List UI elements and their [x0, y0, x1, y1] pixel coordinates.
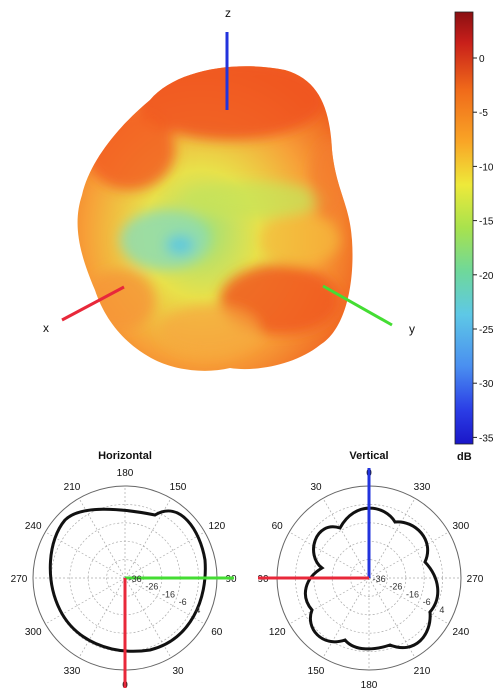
polar-ring-label: -16: [406, 589, 419, 599]
colorbar-tick-label: -15: [479, 217, 494, 228]
3d-pattern: z x y: [43, 6, 415, 371]
polar-spoke: [124, 531, 205, 579]
polar-spoke: [289, 577, 370, 625]
vertical-ring-labels: -36-26 -16 -6 4: [373, 574, 445, 615]
polar-spoke: [45, 577, 126, 625]
colorbar-tick-label: -30: [479, 379, 494, 390]
polar-angle-label: 60: [211, 627, 223, 638]
polar-angle-label: 120: [269, 627, 286, 638]
vertical-pattern-trace: [303, 506, 440, 651]
polar-angle-label: 300: [452, 521, 469, 532]
polar-ring-label: -36: [129, 574, 142, 584]
colorbar-unit: dB: [457, 451, 472, 463]
horizontal-title: Horizontal: [98, 450, 152, 462]
horizontal-polar-plot: Horizontal 18015012090603003303002702402…: [11, 450, 237, 688]
polar-ring-label: -6: [423, 597, 431, 607]
polar-angle-label: 120: [208, 521, 225, 532]
polar-ring-label: -26: [389, 582, 402, 592]
z-axis-label: z: [225, 6, 231, 20]
y-axis-label: y: [409, 322, 415, 336]
polar-angle-label: 150: [308, 666, 325, 677]
polar-angle-label: 210: [414, 666, 431, 677]
vertical-grid: 0330300270240210180150120906030: [257, 468, 483, 688]
vertical-polar-plot: Vertical 0330300270240210180150120906030…: [257, 450, 483, 688]
polar-ring-label: 4: [439, 605, 444, 615]
horizontal-ring-labels: -36-26 -16 -6 4: [129, 574, 201, 615]
polar-ring-label: -26: [145, 582, 158, 592]
polar-angle-label: 240: [452, 627, 469, 638]
colorbar-tick-label: -20: [479, 271, 494, 282]
colorbar-tick-label: -10: [479, 162, 494, 173]
polar-angle-label: 60: [272, 521, 284, 532]
polar-spoke: [78, 577, 126, 658]
polar-spoke: [45, 531, 126, 579]
polar-angle-label: 180: [361, 680, 378, 688]
polar-ring-label: -36: [373, 574, 386, 584]
polar-ring-label: -16: [162, 589, 175, 599]
colorbar-tick-label: -35: [479, 433, 494, 444]
colorbar-tick-label: 0: [479, 54, 485, 65]
polar-spoke: [368, 498, 416, 579]
polar-angle-label: 330: [64, 666, 81, 677]
polar-angle-label: 330: [414, 482, 431, 493]
polar-spoke: [322, 498, 370, 579]
colorbar: 0 -5 -10 -15 -20 -25 -30 -35 dB: [454, 11, 494, 463]
x-axis-label: x: [43, 321, 49, 335]
colorbar-tick-label: -5: [479, 108, 488, 119]
horizontal-pattern-trace: [48, 507, 207, 653]
y-axis-line: [322, 284, 393, 327]
polar-spoke: [368, 531, 449, 579]
polar-spoke: [368, 577, 449, 625]
polar-angle-label: 150: [170, 482, 187, 493]
polar-spoke: [289, 531, 370, 579]
polar-angle-label: 30: [310, 482, 322, 493]
polar-angle-label: 180: [117, 468, 134, 479]
colorbar-gradient: [454, 11, 474, 445]
polar-angle-label: 270: [11, 574, 28, 585]
polar-spoke: [322, 577, 370, 658]
vertical-title: Vertical: [349, 450, 388, 462]
polar-ring-label: -6: [179, 597, 187, 607]
x-axis-line: [61, 285, 125, 322]
colorbar-tick-label: -25: [479, 325, 494, 336]
polar-spoke: [124, 577, 205, 625]
polar-ring-label: 4: [195, 605, 200, 615]
polar-angle-label: 30: [172, 666, 184, 677]
polar-angle-label: 210: [64, 482, 81, 493]
polar-angle-label: 270: [467, 574, 484, 585]
polar-angle-label: 300: [25, 627, 42, 638]
colorbar-ticks: 0 -5 -10 -15 -20 -25 -30 -35: [473, 54, 494, 444]
polar-angle-label: 240: [25, 521, 42, 532]
polar-spoke: [368, 577, 416, 658]
